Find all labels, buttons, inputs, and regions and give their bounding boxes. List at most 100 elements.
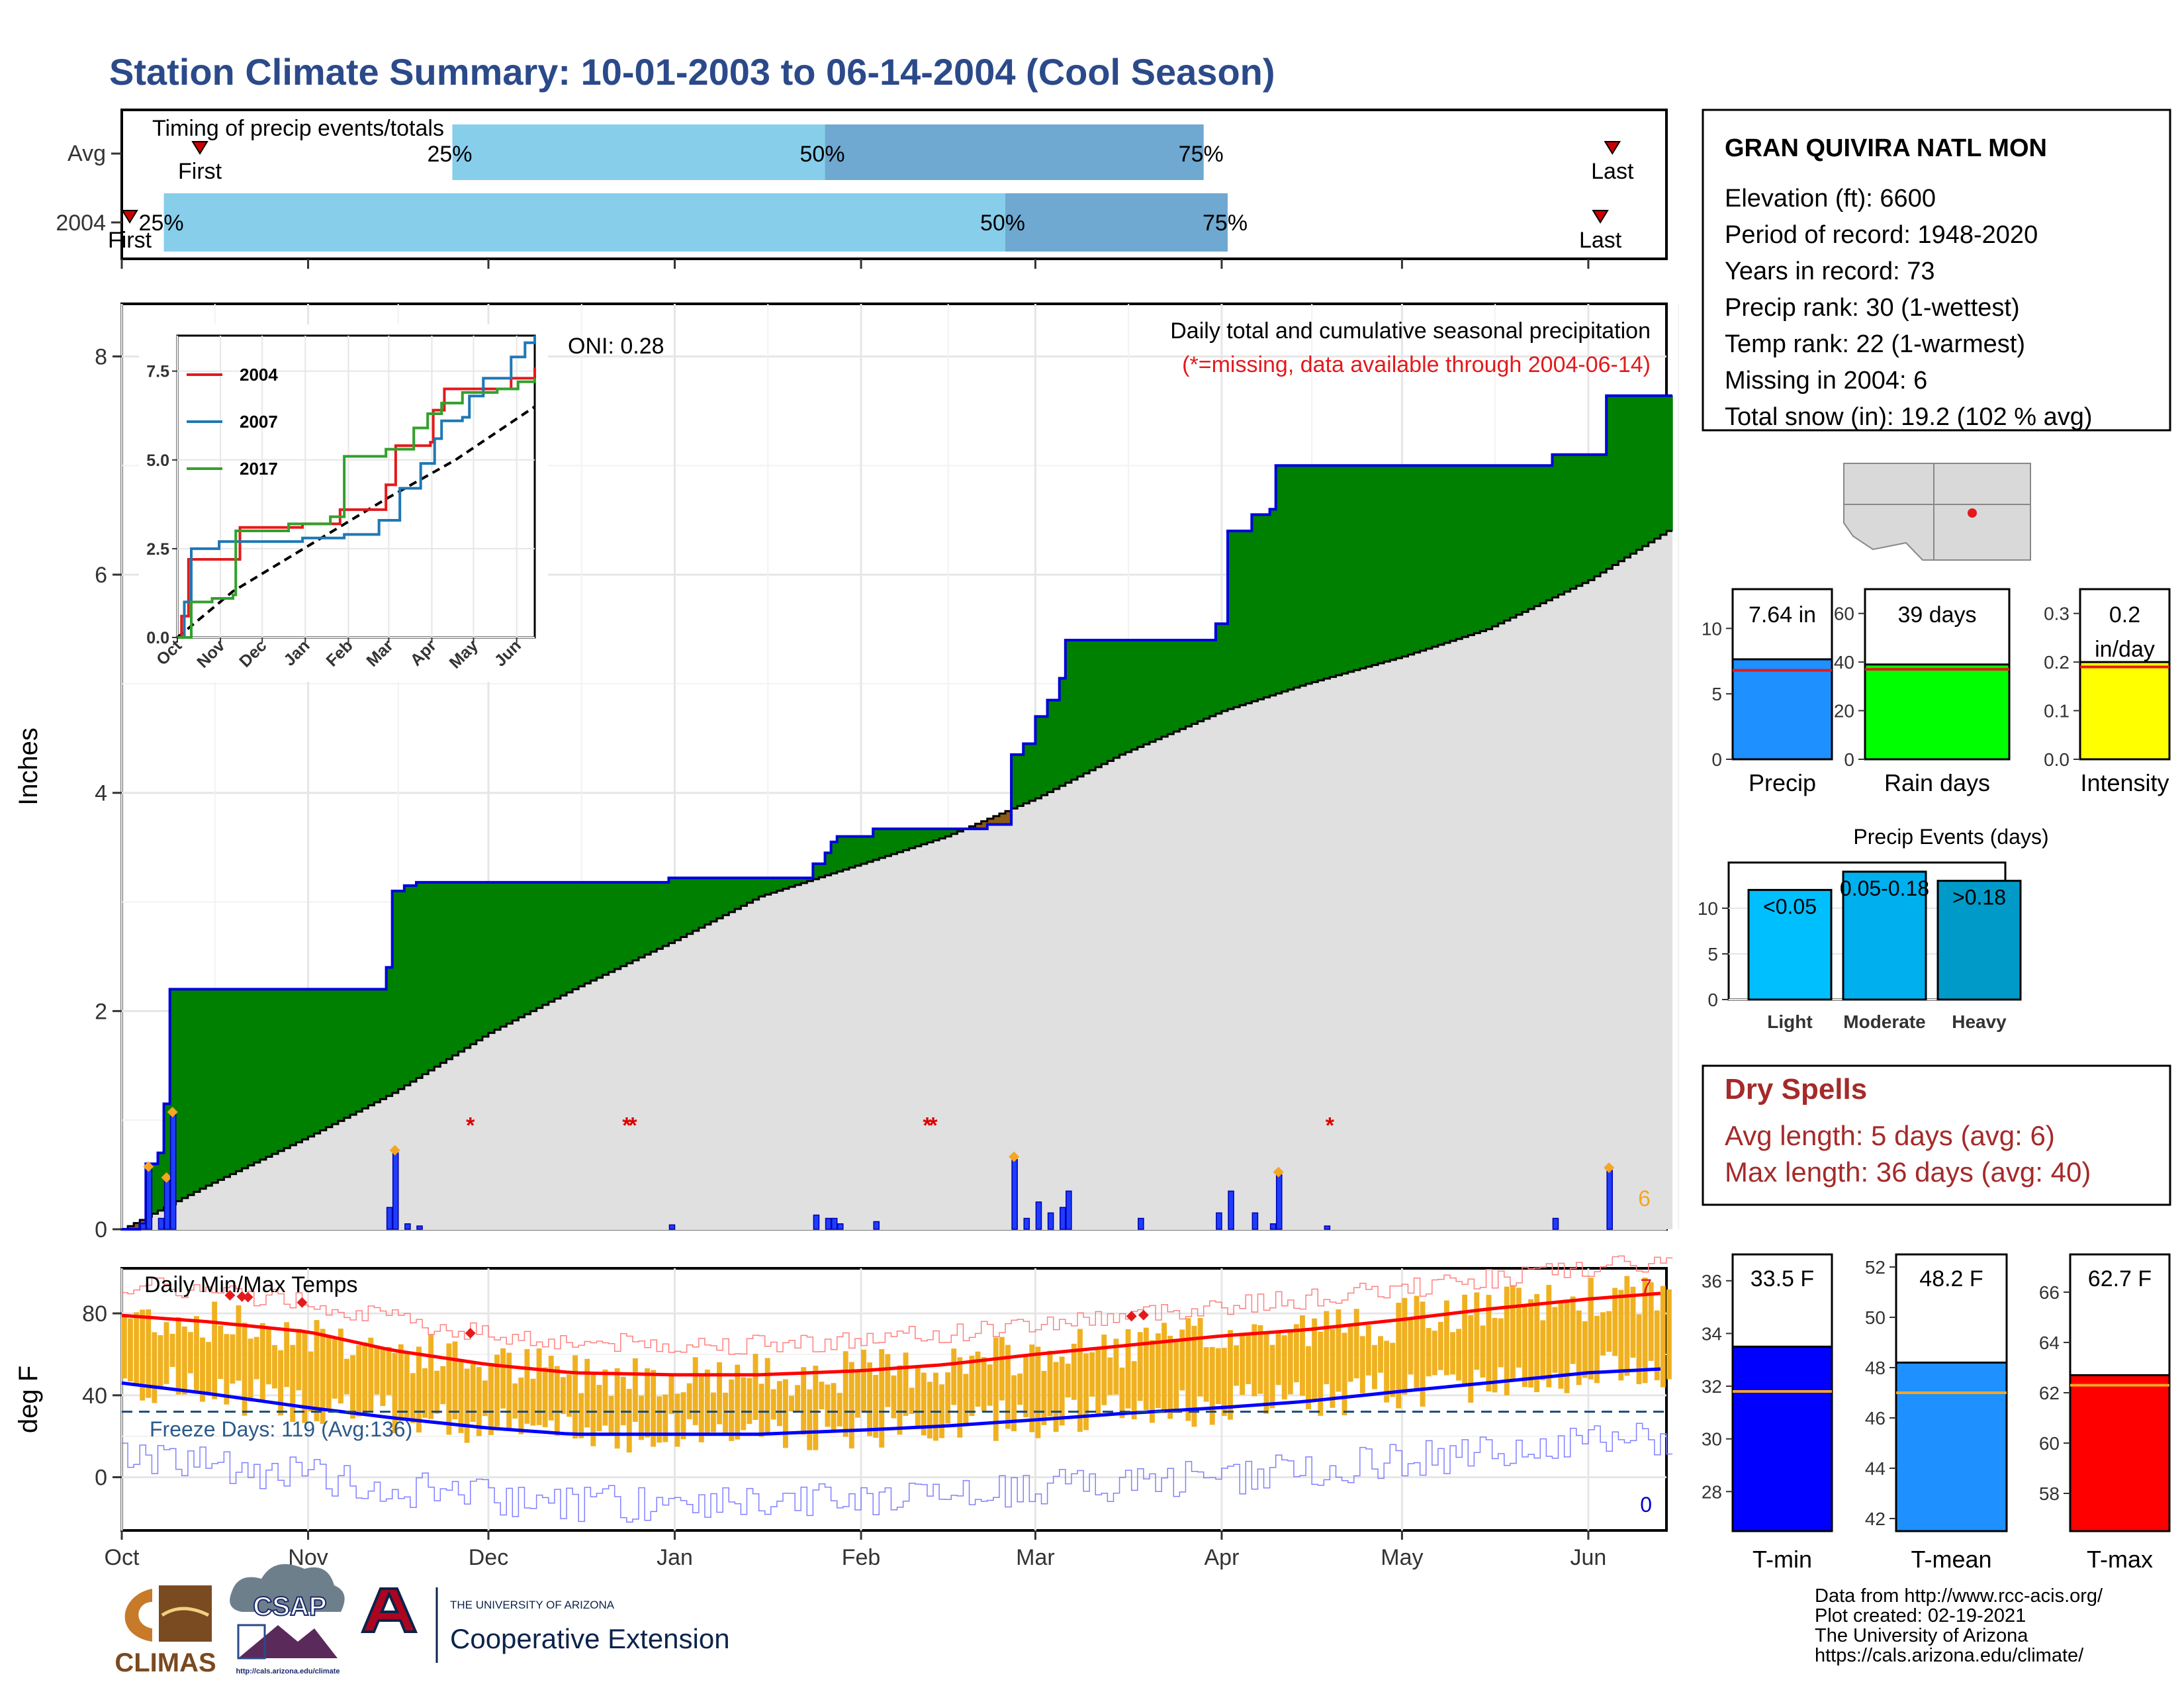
daily-temp-bar — [590, 1374, 596, 1446]
daily-temp-bar — [1582, 1321, 1588, 1378]
daily-temp-bar — [1365, 1325, 1371, 1376]
daily-temp-bar — [302, 1331, 308, 1423]
daily-temp-bar — [1636, 1314, 1642, 1385]
summary-bar-tick-label: 20 — [1834, 701, 1854, 722]
daily-temp-bar — [848, 1362, 854, 1449]
month-label: Feb — [842, 1545, 881, 1570]
events-tick-label: 5 — [1707, 944, 1718, 964]
daily-temp-bar — [1101, 1335, 1107, 1405]
timing-p50-label: 50% — [980, 211, 1025, 236]
record-high-marker — [1138, 1309, 1149, 1321]
summary-bar-2: 0.0 0.1 0.2 0.3 0.2 in/day Intensity — [2044, 588, 2171, 796]
precip-ytick-label: 0 — [95, 1217, 107, 1243]
temp-summary-bar-1: 42 44 46 48 50 52 48.2 F T-mean — [1865, 1253, 2008, 1573]
precip-ytick-label: 6 — [95, 563, 107, 588]
summary-bars: 0 5 10 7.64 in Precip 0 20 40 60 39 days Rain days… — [1702, 588, 2171, 796]
oni-label: ONI: 0.28 — [568, 334, 664, 359]
daily-temp-bar — [1402, 1297, 1408, 1395]
daily-temp-bar — [567, 1374, 572, 1417]
temp-bar-tick-label: 32 — [1702, 1376, 1722, 1397]
temp-bar-value: 62.7 F — [2088, 1266, 2152, 1291]
daily-temp-bar — [686, 1383, 692, 1419]
daily-temp-bar — [1462, 1294, 1468, 1385]
daily-temp-bar — [1023, 1356, 1029, 1417]
dry-spells-box: Dry Spells Avg length: 5 days (avg: 6) M… — [1702, 1064, 2171, 1206]
daily-temp-bar — [662, 1394, 668, 1442]
precip-yticks: 0 2 4 6 8 — [95, 344, 122, 1243]
daily-temp-bar — [1480, 1325, 1486, 1378]
temp-bar-tick-label: 42 — [1865, 1509, 1886, 1529]
daily-temp-bar — [265, 1329, 271, 1385]
daily-temp-bar — [368, 1337, 374, 1413]
daily-temp-bar — [807, 1389, 813, 1450]
inset-line-2017 — [177, 378, 536, 639]
daily-temp-bar — [897, 1365, 903, 1435]
daily-temp-bar — [512, 1383, 518, 1419]
daily-temp-bar — [813, 1366, 819, 1450]
daily-temp-bar — [518, 1378, 524, 1434]
summary-bar-name: Precip — [1749, 769, 1816, 796]
month-label: Mar — [1016, 1545, 1055, 1570]
month-label: Dec — [469, 1545, 508, 1570]
temp-bar-tick-label: 50 — [1865, 1307, 1886, 1328]
temp-bar-tick-label: 44 — [1865, 1458, 1886, 1479]
daily-temp-bar — [704, 1370, 710, 1435]
precip-ytick-label: 4 — [95, 781, 107, 806]
daily-temp-bar — [1269, 1344, 1275, 1409]
daily-temp-bar — [819, 1382, 825, 1410]
daily-temp-bar — [1167, 1335, 1173, 1419]
daily-temp-bar — [1246, 1335, 1251, 1384]
temp-bar-tick-label: 30 — [1702, 1429, 1722, 1450]
temp-panel: Daily Min/Max Temps Freeze Days: 119 (Av… — [14, 1255, 1673, 1570]
daily-temp-bar — [218, 1325, 224, 1380]
climas-logo: CLIMAS — [114, 1585, 216, 1677]
avg-cumulative-line — [122, 530, 1673, 1231]
footer-line: Data from http://www.rcc-acis.org/ — [1815, 1585, 2103, 1607]
daily-temp-bar — [1456, 1329, 1462, 1381]
snow-marker — [1604, 1162, 1615, 1173]
missing-marker: * — [1326, 1113, 1335, 1138]
missing-marker: * — [923, 1113, 932, 1138]
daily-temp-bar — [524, 1349, 530, 1424]
month-label: Apr — [1204, 1545, 1239, 1570]
daily-temp-bar — [951, 1348, 957, 1405]
daily-temp-bar — [212, 1301, 218, 1399]
csap-logo-url: http://cals.arizona.edu/climate — [236, 1667, 340, 1675]
daily-temp-bar — [1137, 1332, 1143, 1401]
missing-marker: * — [622, 1113, 631, 1138]
daily-temp-bar — [1330, 1329, 1336, 1408]
daily-temp-bar — [614, 1368, 620, 1449]
daily-temp-bar — [1540, 1320, 1546, 1381]
daily-temp-bar — [242, 1323, 248, 1416]
events-bar — [1842, 870, 1927, 1001]
daily-temp-bar — [854, 1370, 860, 1418]
cumulative-2004-line — [122, 394, 1673, 1231]
daily-temp-bar — [1107, 1357, 1113, 1395]
daily-temp-bar — [1522, 1305, 1527, 1387]
timing-row-label-2004: 2004 — [56, 211, 106, 236]
daily-precip-bar — [1059, 1207, 1066, 1230]
daily-temp-bar — [1161, 1323, 1167, 1413]
daily-temp-bar — [134, 1312, 140, 1386]
daily-temp-bar — [729, 1379, 735, 1441]
month-label: Jan — [657, 1545, 693, 1570]
daily-precip-bar — [1552, 1217, 1559, 1230]
station-line: Total snow (in): 19.2 (102 % avg) — [1725, 403, 2093, 431]
dry-spells-max: Max length: 36 days (avg: 40) — [1725, 1156, 2091, 1188]
daily-precip-bar — [169, 1114, 177, 1230]
daily-temp-bar — [175, 1317, 181, 1395]
daily-temp-bar — [146, 1309, 152, 1398]
daily-temp-bar — [837, 1393, 842, 1427]
daily-temp-bar — [1648, 1282, 1654, 1361]
climas-logo-text: CLIMAS — [114, 1648, 216, 1677]
month-axis: Oct Nov Dec Jan Feb Mar Apr May Jun — [105, 1530, 1606, 1570]
daily-temp-bar — [1209, 1346, 1215, 1425]
inset-grid — [177, 336, 535, 638]
daily-temp-bar — [374, 1348, 380, 1395]
temp-bar-tick-label: 28 — [1702, 1481, 1722, 1502]
timing-marker-label: Last — [1579, 228, 1622, 253]
inset-lines — [176, 336, 536, 639]
precip-ytick-label: 8 — [95, 344, 107, 369]
timing-row-label-avg: Avg — [68, 141, 106, 166]
timing-bar-25-50 — [452, 124, 825, 180]
